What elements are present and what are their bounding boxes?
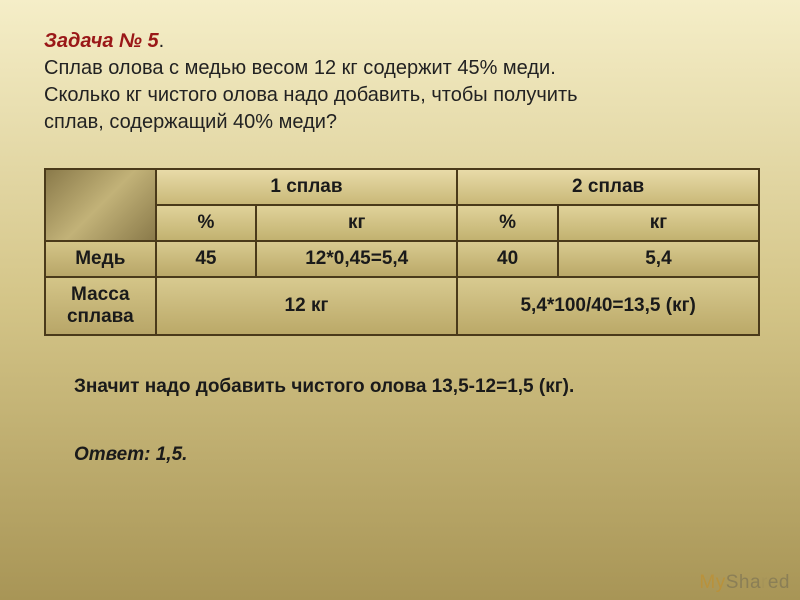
copper-kg-1: 12*0,45=5,4 <box>256 241 457 277</box>
copper-pct-2: 40 <box>457 241 558 277</box>
table-row: Масса сплава 12 кг 5,4*100/40=13,5 (кг) <box>45 277 759 335</box>
answer-text: Ответ: 1,5. <box>44 444 756 466</box>
watermark-part-b: Sha <box>726 572 761 593</box>
problem-line-2: Сколько кг чистого олова надо добавить, … <box>44 82 756 109</box>
solution-table: 1 сплав 2 сплав % кг % кг Медь 45 12*0,4… <box>44 168 756 336</box>
copper-pct-1: 45 <box>156 241 257 277</box>
subheader-kg-2: кг <box>558 205 759 241</box>
mass-value-1: 12 кг <box>156 277 458 335</box>
subheader-percent-2: % <box>457 205 558 241</box>
problem-title-dot: . <box>159 30 165 52</box>
row-label-copper: Медь <box>45 241 156 277</box>
problem-line-1: Сплав олова с медью весом 12 кг содержит… <box>44 55 756 82</box>
header-alloy-1: 1 сплав <box>156 169 458 205</box>
watermark-part-c: ed <box>768 572 790 593</box>
problem-line-3: сплав, содержащий 40% меди? <box>44 109 756 136</box>
mass-label-2: сплава <box>50 306 151 328</box>
mass-value-2: 5,4*100/40=13,5 (кг) <box>457 277 759 335</box>
problem-title: Задача № 5 <box>44 30 159 52</box>
table-row: 1 сплав 2 сплав <box>45 169 759 205</box>
table-row: Медь 45 12*0,45=5,4 40 5,4 <box>45 241 759 277</box>
conclusion-text: Значит надо добавить чистого олова 13,5-… <box>44 376 756 398</box>
copper-kg-2: 5,4 <box>558 241 759 277</box>
mass-label-1: Масса <box>50 284 151 306</box>
subheader-kg-1: кг <box>256 205 457 241</box>
subheader-percent-1: % <box>156 205 257 241</box>
watermark-part-a: Мy <box>699 572 725 593</box>
header-alloy-2: 2 сплав <box>457 169 759 205</box>
row-label-mass: Масса сплава <box>45 277 156 335</box>
watermark: МyShared <box>699 572 790 594</box>
table-corner <box>45 169 156 241</box>
